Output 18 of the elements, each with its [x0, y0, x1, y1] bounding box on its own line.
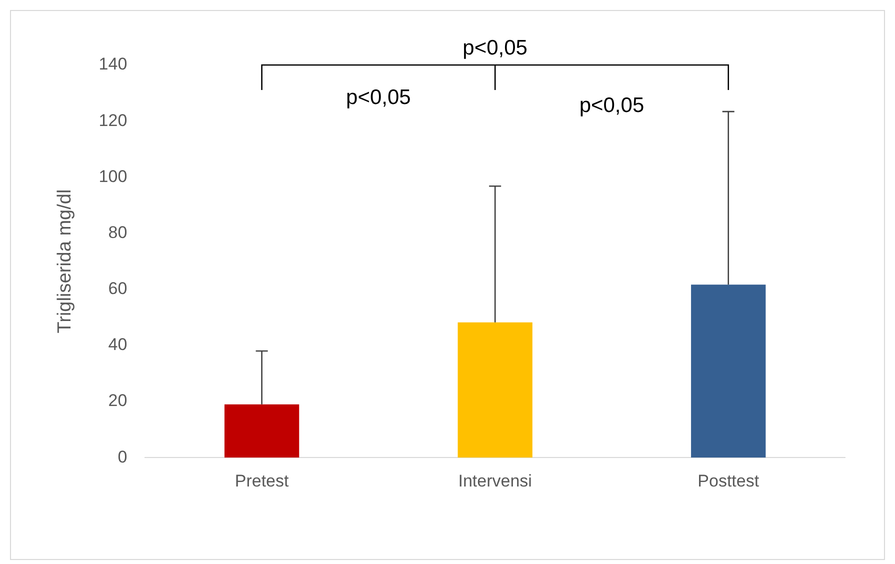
- y-tick-label: 40: [108, 335, 128, 354]
- bar: [691, 284, 766, 458]
- x-tick-label: Pretest: [234, 471, 290, 490]
- annotation: p<0,05: [579, 94, 644, 117]
- y-tick-label: 60: [108, 279, 128, 298]
- y-axis-title: Trigliserida mg/dl: [54, 189, 76, 334]
- bar: [458, 322, 532, 458]
- x-tick-label: Intervensi: [458, 471, 532, 490]
- annotation: p<0,05: [346, 86, 411, 109]
- y-tick-label: 80: [108, 222, 128, 242]
- y-tick-label: 0: [118, 447, 128, 466]
- text: p<0,05: [462, 36, 528, 60]
- bar: [224, 404, 300, 458]
- x-tick-label: Posttest: [698, 471, 760, 490]
- y-tick-label: 20: [108, 391, 128, 410]
- y-tick-label: 120: [98, 110, 128, 130]
- y-tick-label: 140: [98, 54, 128, 74]
- y-tick-label: 100: [98, 166, 128, 186]
